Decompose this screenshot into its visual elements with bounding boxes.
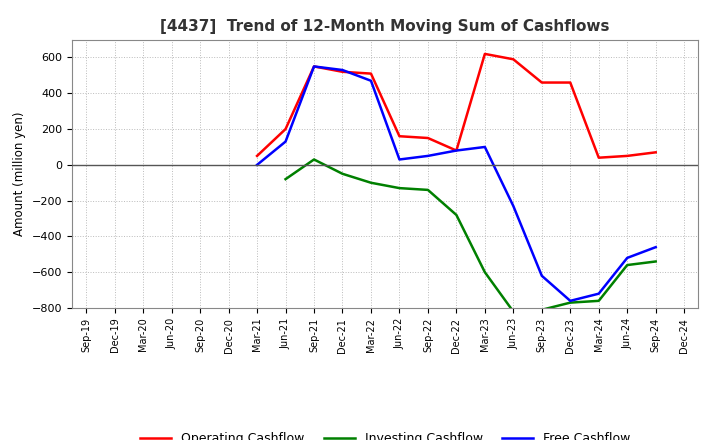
Operating Cashflow xyxy=(310,64,318,69)
Free Cashflow xyxy=(623,255,631,260)
Operating Cashflow xyxy=(366,71,375,76)
Investing Cashflow xyxy=(452,213,461,218)
Free Cashflow xyxy=(652,245,660,250)
Free Cashflow xyxy=(395,157,404,162)
Investing Cashflow xyxy=(310,157,318,162)
Operating Cashflow xyxy=(282,126,290,132)
Free Cashflow xyxy=(509,203,518,209)
Investing Cashflow xyxy=(652,259,660,264)
Free Cashflow xyxy=(480,144,489,150)
Investing Cashflow xyxy=(623,262,631,268)
Legend: Operating Cashflow, Investing Cashflow, Free Cashflow: Operating Cashflow, Investing Cashflow, … xyxy=(135,427,635,440)
Free Cashflow xyxy=(423,153,432,158)
Free Cashflow xyxy=(366,78,375,84)
Operating Cashflow xyxy=(595,155,603,160)
Investing Cashflow xyxy=(338,171,347,176)
Investing Cashflow xyxy=(395,186,404,191)
Operating Cashflow xyxy=(509,57,518,62)
Operating Cashflow xyxy=(253,153,261,158)
Free Cashflow xyxy=(595,291,603,296)
Operating Cashflow xyxy=(452,148,461,153)
Investing Cashflow xyxy=(423,187,432,193)
Operating Cashflow xyxy=(537,80,546,85)
Line: Operating Cashflow: Operating Cashflow xyxy=(257,54,656,158)
Investing Cashflow xyxy=(282,176,290,182)
Operating Cashflow xyxy=(566,80,575,85)
Free Cashflow xyxy=(452,148,461,153)
Free Cashflow xyxy=(253,162,261,168)
Operating Cashflow xyxy=(423,136,432,141)
Title: [4437]  Trend of 12-Month Moving Sum of Cashflows: [4437] Trend of 12-Month Moving Sum of C… xyxy=(161,19,610,34)
Y-axis label: Amount (million yen): Amount (million yen) xyxy=(13,112,26,236)
Investing Cashflow xyxy=(566,300,575,305)
Operating Cashflow xyxy=(338,69,347,74)
Operating Cashflow xyxy=(652,150,660,155)
Free Cashflow xyxy=(338,67,347,73)
Free Cashflow xyxy=(566,298,575,304)
Investing Cashflow xyxy=(537,307,546,312)
Investing Cashflow xyxy=(366,180,375,185)
Operating Cashflow xyxy=(395,134,404,139)
Line: Free Cashflow: Free Cashflow xyxy=(257,66,656,301)
Free Cashflow xyxy=(310,64,318,69)
Investing Cashflow xyxy=(509,309,518,314)
Investing Cashflow xyxy=(595,298,603,304)
Operating Cashflow xyxy=(480,51,489,57)
Line: Investing Cashflow: Investing Cashflow xyxy=(286,159,656,312)
Investing Cashflow xyxy=(480,270,489,275)
Operating Cashflow xyxy=(623,153,631,158)
Free Cashflow xyxy=(282,139,290,144)
Free Cashflow xyxy=(537,273,546,279)
